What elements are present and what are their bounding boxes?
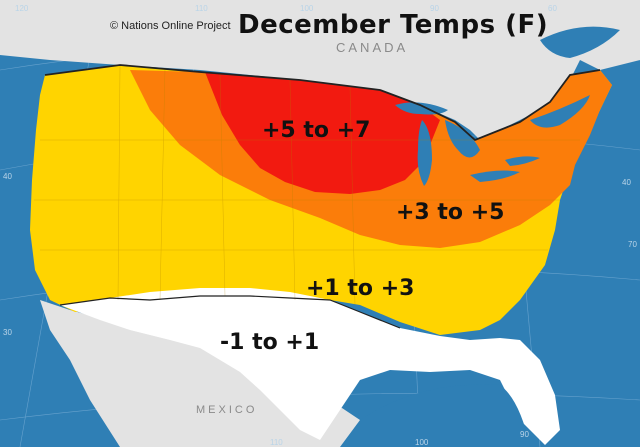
lon-label: 110 [195,4,208,13]
northern-waters [530,26,620,128]
state-borders [34,65,580,306]
lon-label: 120 [15,4,29,13]
zone-label-3-to-5: +3 to +5 [396,200,505,225]
great-lakes [395,102,540,186]
lat-label: 70 [628,240,637,249]
lon-label: 100 [415,438,429,447]
canada-land [0,0,640,140]
zone-label-neg1-to-1: -1 to +1 [220,330,320,355]
copyright-text: © Nations Online Project [110,20,231,32]
us-canada-border [44,64,601,142]
lon-label: 60 [548,4,557,13]
lon-label: 90 [430,4,439,13]
country-label-mexico: MEXICO [196,404,258,416]
us-mexico-border [59,295,401,329]
lat-label: 40 [622,178,631,187]
zone-label-1-to-3: +1 to +3 [306,276,415,301]
lon-label: 90 [520,430,529,439]
map-title: December Temps (F) [238,10,549,40]
lat-label: 40 [3,172,12,181]
country-label-canada: CANADA [336,40,409,55]
lon-label: 100 [300,4,314,13]
zone-fill-neg1-to-1 [60,288,560,445]
baja-land [78,315,125,412]
lon-label: 110 [270,438,283,447]
zone-label-5-to-7: +5 to +7 [262,118,371,143]
lat-label: 30 [3,328,12,337]
gulf-of-mexico [340,384,530,447]
zone-fill-5-to-7 [205,72,440,194]
